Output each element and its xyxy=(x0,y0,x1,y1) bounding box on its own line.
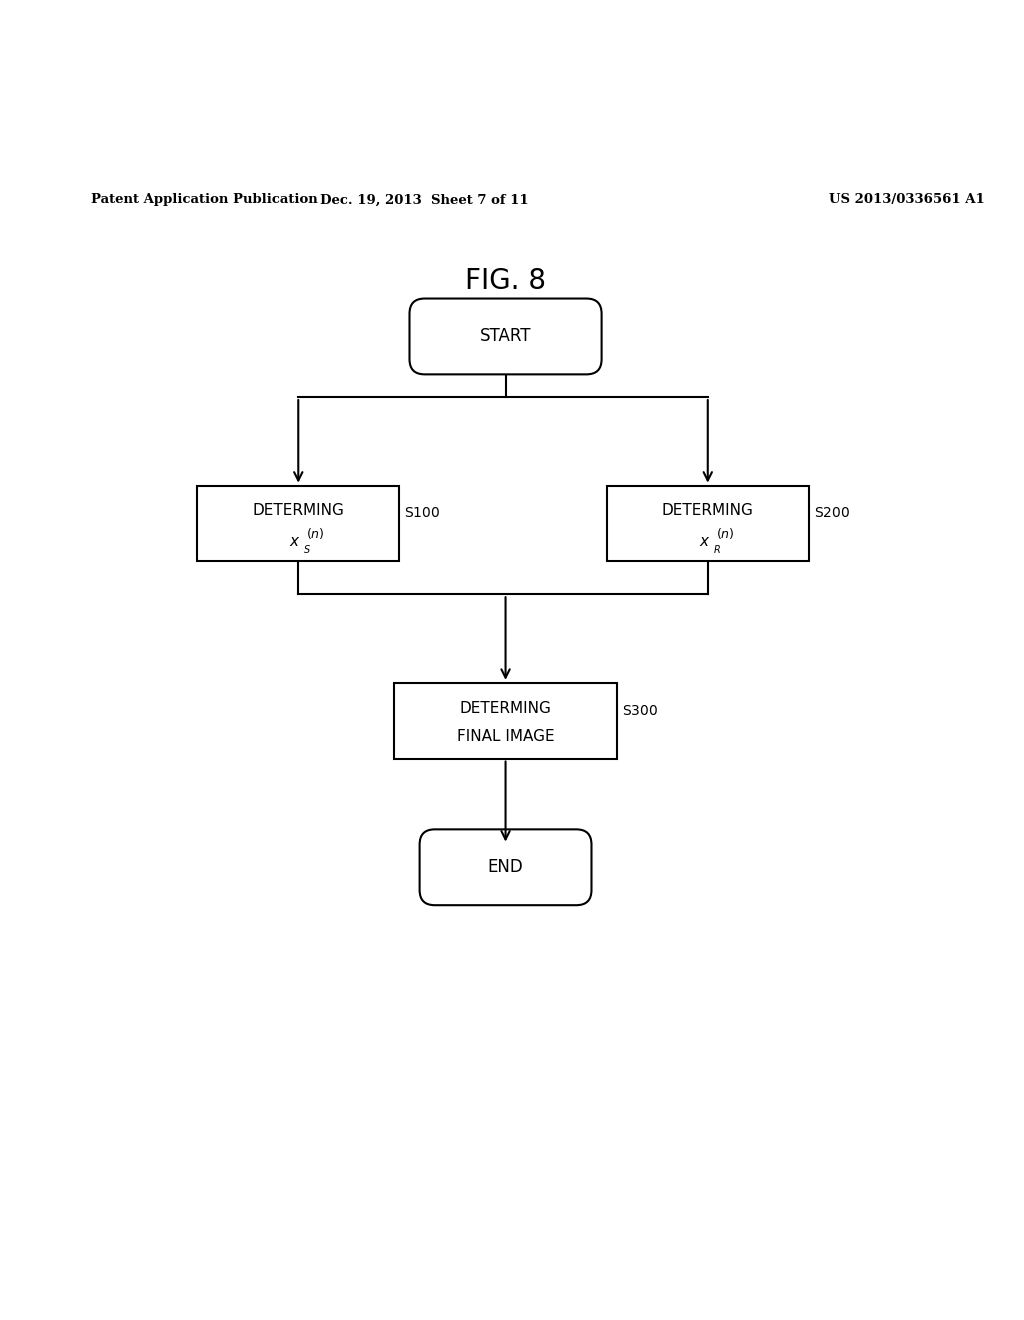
Text: $\mathsf{S200}$: $\mathsf{S200}$ xyxy=(814,507,850,520)
Text: START: START xyxy=(480,327,531,346)
Text: Patent Application Publication: Patent Application Publication xyxy=(91,194,317,206)
Text: US 2013/0336561 A1: US 2013/0336561 A1 xyxy=(829,194,985,206)
Bar xyxy=(198,486,399,561)
Text: Dec. 19, 2013  Sheet 7 of 11: Dec. 19, 2013 Sheet 7 of 11 xyxy=(321,194,529,206)
Text: $(n)$: $(n)$ xyxy=(716,527,734,541)
Text: FIG. 8: FIG. 8 xyxy=(465,267,546,294)
Text: $(n)$: $(n)$ xyxy=(306,527,325,541)
FancyBboxPatch shape xyxy=(420,829,592,906)
Text: END: END xyxy=(487,858,523,876)
Text: $_{R}$: $_{R}$ xyxy=(713,541,721,556)
Bar xyxy=(394,682,616,759)
Text: $x$: $x$ xyxy=(290,535,301,549)
Text: DETERMING: DETERMING xyxy=(662,503,754,517)
Text: $\mathsf{S300}$: $\mathsf{S300}$ xyxy=(622,704,658,718)
Bar xyxy=(606,486,809,561)
FancyBboxPatch shape xyxy=(410,298,602,375)
Text: $x$: $x$ xyxy=(699,535,711,549)
Text: $\mathsf{S100}$: $\mathsf{S100}$ xyxy=(404,507,440,520)
Text: $_{S}$: $_{S}$ xyxy=(303,541,311,556)
Text: DETERMING: DETERMING xyxy=(460,701,552,715)
Text: FINAL IMAGE: FINAL IMAGE xyxy=(457,730,554,744)
Text: DETERMING: DETERMING xyxy=(252,503,344,517)
